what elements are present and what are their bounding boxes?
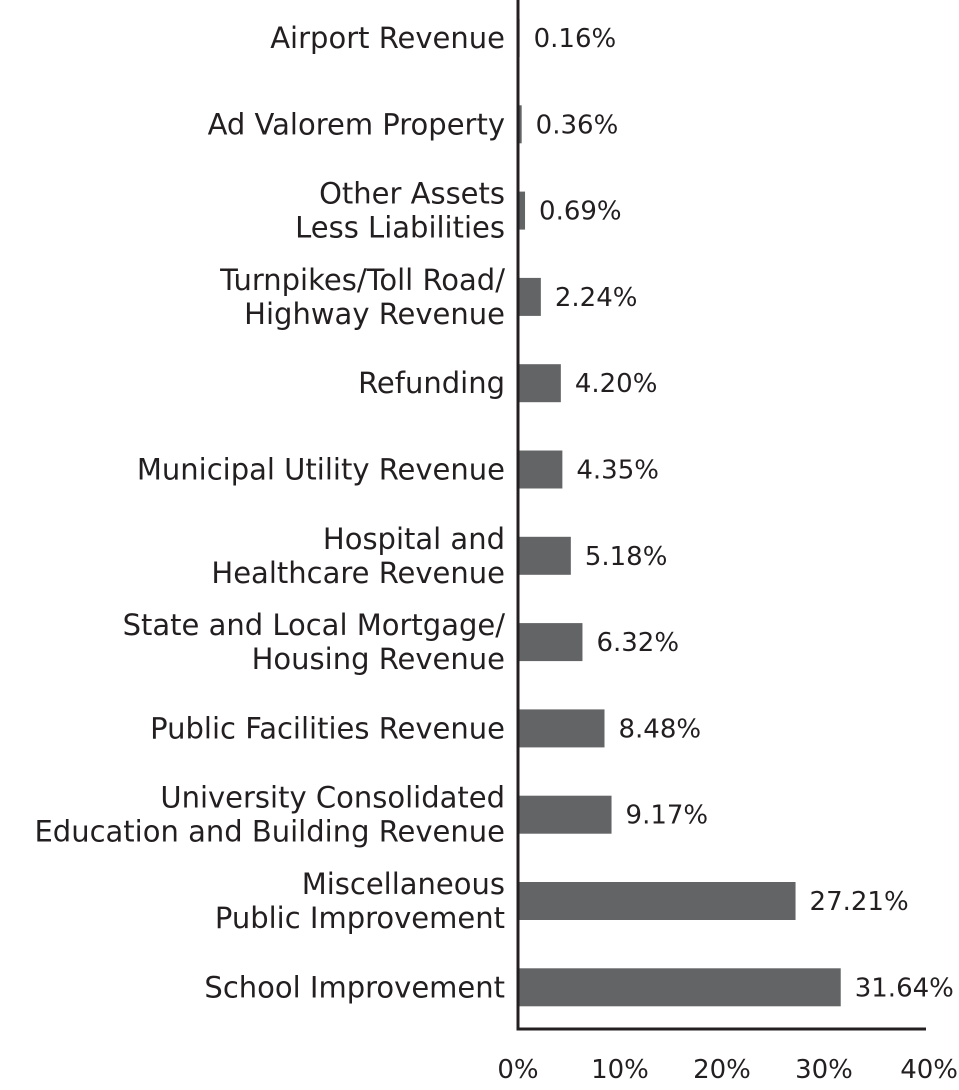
x-tick-label: 10% xyxy=(591,1055,649,1085)
category-label-line: Ad Valorem Property xyxy=(208,107,505,141)
bars-group xyxy=(518,19,841,1007)
category-label: Ad Valorem Property xyxy=(208,107,505,141)
bar xyxy=(518,709,605,748)
value-label: 2.24% xyxy=(555,283,638,313)
category-label-line: Public Improvement xyxy=(215,901,505,935)
category-label-line: Other Assets xyxy=(319,177,505,211)
category-label-line: Municipal Utility Revenue xyxy=(137,453,505,487)
category-label-line: Public Facilities Revenue xyxy=(150,711,505,745)
x-tick-label: 30% xyxy=(795,1055,853,1085)
value-label: 0.36% xyxy=(536,110,619,140)
category-label-line: State and Local Mortgage/ xyxy=(123,608,506,642)
bar xyxy=(518,536,571,575)
category-label: Municipal Utility Revenue xyxy=(137,453,505,487)
bar xyxy=(518,191,526,230)
axes-group xyxy=(516,0,926,1031)
bar xyxy=(518,364,561,403)
value-label: 8.48% xyxy=(618,714,701,744)
value-label: 0.69% xyxy=(539,197,622,227)
value-label: 31.64% xyxy=(855,973,954,1003)
category-label-line: Airport Revenue xyxy=(270,21,505,55)
category-label: Hospital and Healthcare Revenue xyxy=(211,522,505,590)
bar xyxy=(518,623,583,662)
category-label: School Improvement xyxy=(204,970,505,1004)
category-label-line: Hospital and xyxy=(323,522,505,556)
bar xyxy=(518,105,522,144)
value-label: 4.20% xyxy=(575,369,658,399)
bar xyxy=(518,277,541,316)
category-label: University Consolidated Education and Bui… xyxy=(34,781,505,849)
category-label-line: School Improvement xyxy=(204,970,505,1004)
x-tick-labels-group: 0% 10% 20% 30% 40% xyxy=(497,1055,958,1085)
bar xyxy=(518,968,841,1007)
category-label-line: Education and Building Revenue xyxy=(34,815,505,849)
value-label: 0.16% xyxy=(534,24,617,54)
x-tick-label: 20% xyxy=(693,1055,751,1085)
x-tick-label: 40% xyxy=(900,1055,958,1085)
category-label: Turnpikes/Toll Road/Highway Revenue xyxy=(219,263,505,331)
category-label-line: Turnpikes/Toll Road/ xyxy=(219,263,505,297)
category-label-line: Highway Revenue xyxy=(244,297,505,331)
category-label: Other Assets Less Liabilities xyxy=(295,177,505,245)
category-label-line: University Consolidated xyxy=(160,781,505,815)
category-label-line: Housing Revenue xyxy=(252,642,505,676)
bar xyxy=(518,450,563,489)
value-labels-group: 0.16% 0.36% 0.69% 2.24% 4.20% 4.35% 5.18% 6.32%… xyxy=(534,24,954,1003)
category-label-line: Less Liabilities xyxy=(295,211,505,245)
category-label: Refunding xyxy=(358,366,505,400)
category-label: Public Facilities Revenue xyxy=(150,711,505,745)
bar xyxy=(518,795,612,834)
x-tick-label: 0% xyxy=(497,1055,538,1085)
category-label: State and Local Mortgage/Housing Revenue xyxy=(123,608,506,676)
category-label-line: Miscellaneous xyxy=(302,867,505,901)
category-label-line: Refunding xyxy=(358,366,505,400)
value-label: 9.17% xyxy=(626,801,709,831)
category-label: Miscellaneous Public Improvement xyxy=(215,867,505,935)
value-label: 4.35% xyxy=(576,456,659,486)
category-labels-group: Airport Revenue Ad Valorem Property Other … xyxy=(34,21,505,1004)
category-label: Airport Revenue xyxy=(270,21,505,55)
bar xyxy=(518,882,796,920)
value-label: 27.21% xyxy=(810,887,909,917)
value-label: 5.18% xyxy=(585,542,668,572)
category-label-line: Healthcare Revenue xyxy=(211,556,505,590)
value-label: 6.32% xyxy=(596,628,679,658)
